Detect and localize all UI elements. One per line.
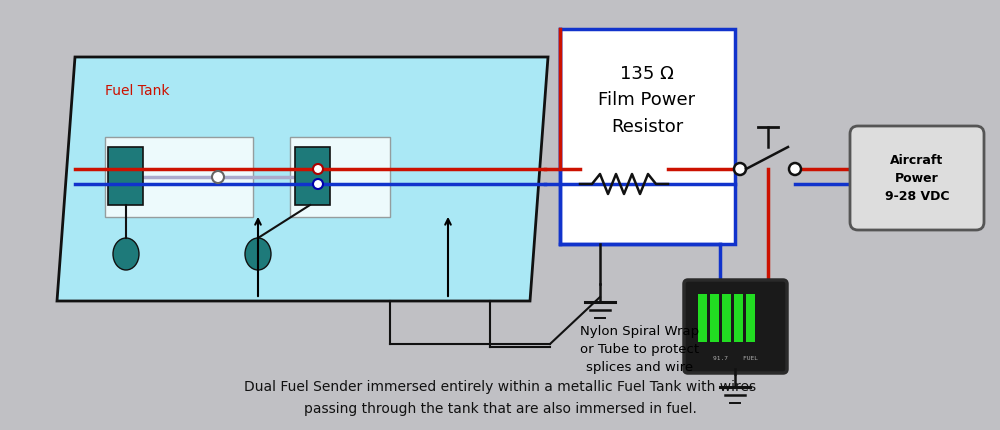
- Text: Nylon Spiral Wrap
or Tube to protect
splices and wire: Nylon Spiral Wrap or Tube to protect spl…: [580, 324, 700, 373]
- Bar: [746, 294, 755, 342]
- Ellipse shape: [245, 239, 271, 270]
- Bar: [710, 294, 719, 342]
- Circle shape: [789, 164, 801, 175]
- FancyBboxPatch shape: [850, 127, 984, 230]
- Circle shape: [734, 164, 746, 175]
- Bar: [734, 294, 743, 342]
- Circle shape: [313, 165, 323, 175]
- Bar: [698, 294, 707, 342]
- Circle shape: [212, 172, 224, 184]
- Bar: [722, 294, 731, 342]
- FancyBboxPatch shape: [684, 280, 787, 373]
- Text: 135 Ω
Film Power
Resistor: 135 Ω Film Power Resistor: [598, 65, 696, 135]
- Bar: [108, 147, 143, 206]
- Text: Aircraft
Power
9-28 VDC: Aircraft Power 9-28 VDC: [885, 154, 949, 203]
- Circle shape: [313, 180, 323, 190]
- Polygon shape: [57, 58, 548, 301]
- Bar: [290, 138, 390, 218]
- Bar: [295, 147, 330, 206]
- Text: Fuel Tank: Fuel Tank: [105, 84, 170, 98]
- Ellipse shape: [113, 239, 139, 270]
- Bar: [105, 138, 253, 218]
- Text: 91.7    FUEL: 91.7 FUEL: [713, 356, 758, 361]
- Bar: [560, 30, 735, 244]
- Text: Dual Fuel Sender immersed entirely within a metallic Fuel Tank with wires
passin: Dual Fuel Sender immersed entirely withi…: [244, 379, 756, 415]
